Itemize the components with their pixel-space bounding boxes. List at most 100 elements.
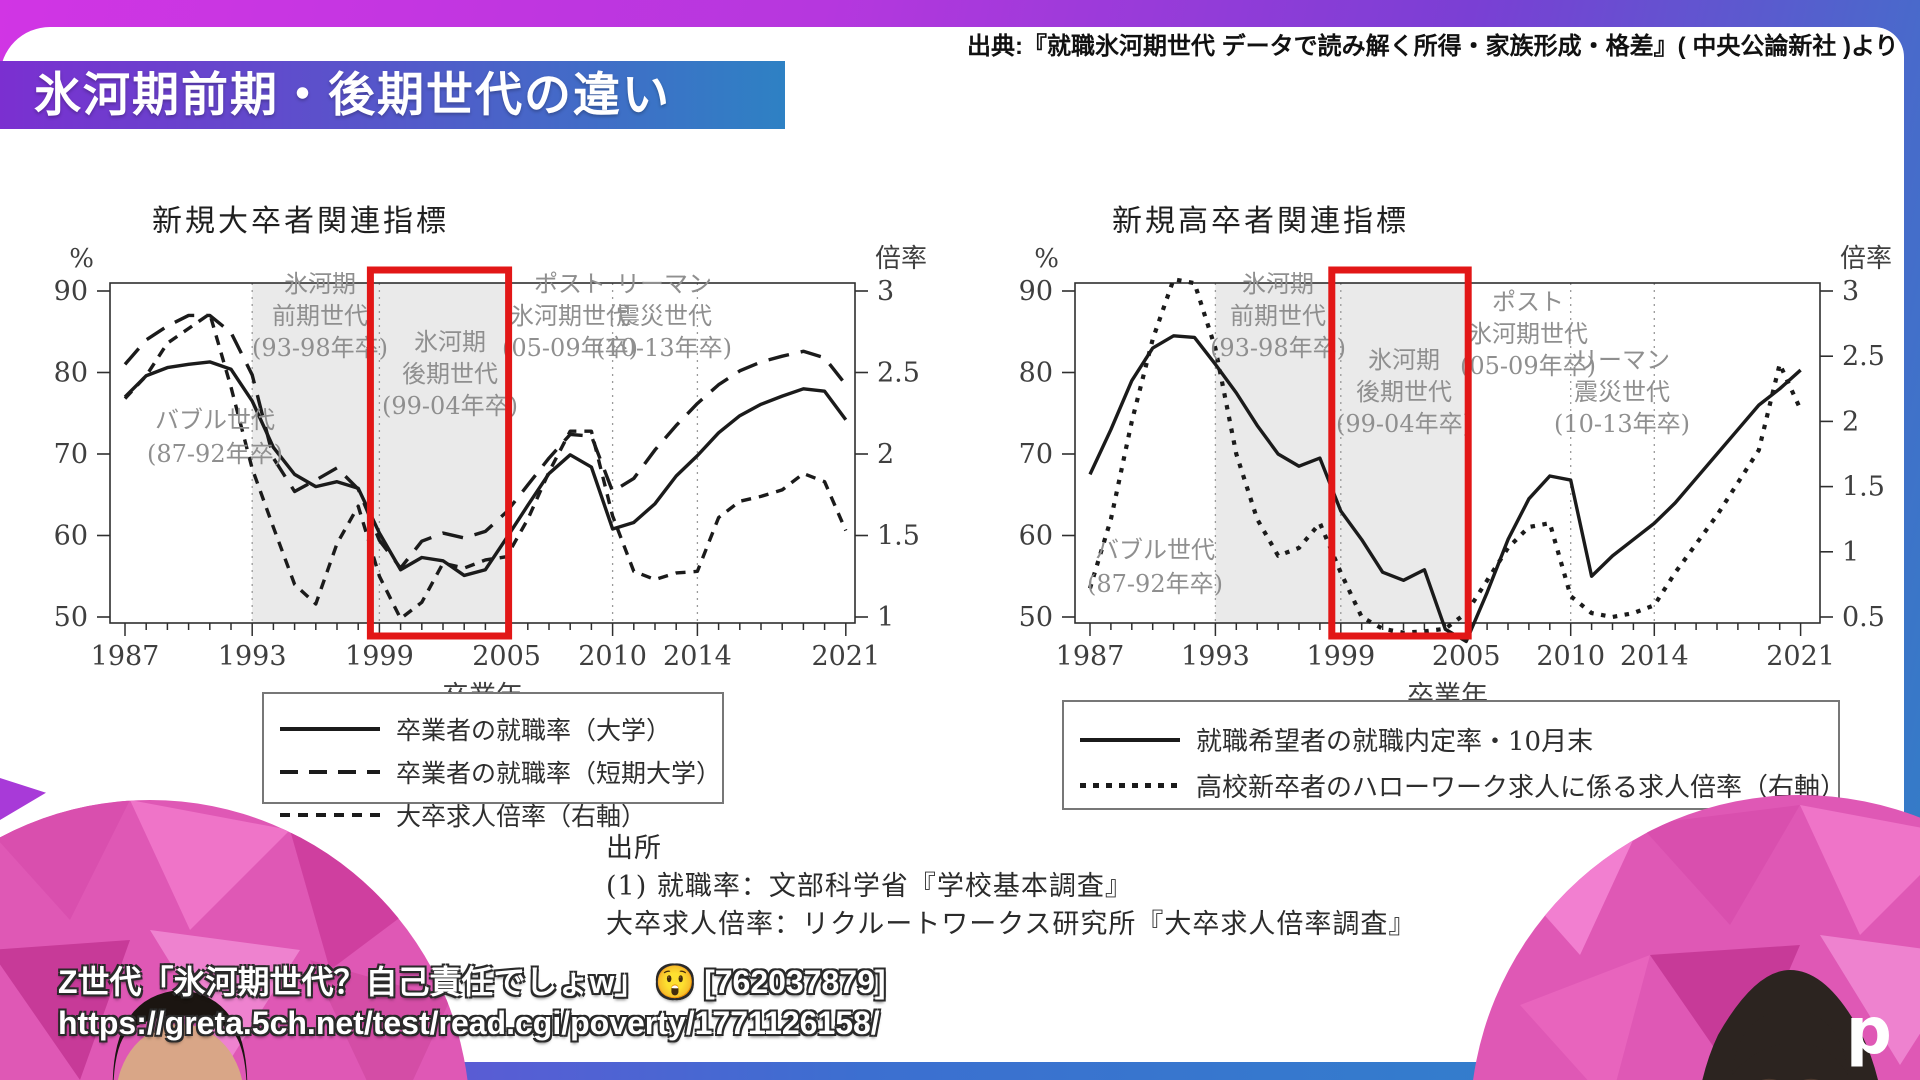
svg-text:90: 90	[54, 276, 88, 307]
svg-text:(05-09年卒): (05-09年卒)	[502, 334, 638, 362]
svg-text:(99-04年卒): (99-04年卒)	[382, 392, 518, 420]
svg-text:1: 1	[877, 602, 894, 633]
chart-university-graduates: 1987199319992005201020142021卒業年908070605…	[54, 244, 927, 712]
svg-text:1993: 1993	[1181, 641, 1250, 672]
svg-text:倍率: 倍率	[1840, 244, 1892, 274]
svg-text:2005: 2005	[472, 641, 541, 672]
bottom-gradient-bar	[0, 1062, 1920, 1080]
svg-text:80: 80	[54, 358, 88, 389]
svg-text:ポスト: ポスト	[534, 270, 606, 298]
svg-text:前期世代: 前期世代	[1230, 302, 1326, 330]
svg-text:2010: 2010	[578, 641, 647, 672]
svg-text:3: 3	[1842, 276, 1859, 307]
svg-text:1987: 1987	[91, 641, 160, 672]
thread-caption: Z世代「氷河期世代？自己責任でしょw」 😲 [762037879] https:…	[58, 962, 886, 1044]
svg-text:1999: 1999	[1306, 641, 1375, 672]
svg-text:ポスト: ポスト	[1492, 288, 1564, 316]
svg-text:1999: 1999	[345, 641, 414, 672]
svg-text:2014: 2014	[663, 641, 732, 672]
legend-item: 卒業者の就職率（短期大学）	[280, 754, 721, 790]
data-source-notes: 出所 (1) 就職率：文部科学省『学校基本調査』 大卒求人倍率：リクルートワーク…	[606, 830, 1416, 944]
svg-text:%: %	[1034, 244, 1059, 274]
svg-text:バブル世代: バブル世代	[155, 406, 275, 434]
svg-text:1.5: 1.5	[1842, 472, 1885, 503]
svg-text:70: 70	[1019, 439, 1053, 470]
legend-item: 大卒求人倍率（右軸）	[280, 797, 706, 833]
svg-text:2014: 2014	[1620, 641, 1689, 672]
svg-text:50: 50	[54, 602, 88, 633]
svg-text:(10-13年卒): (10-13年卒)	[596, 334, 732, 362]
legend-item: 卒業者の就職率（大学）	[280, 711, 706, 747]
notes-line: (1) 就職率：文部科学省『学校基本調査』	[606, 871, 1133, 902]
legend-label: 大卒求人倍率（右軸）	[396, 802, 647, 831]
chart-highschool-graduates: 1987 1993 1999 2005 2010 2014 2021卒業年908070605…	[1019, 244, 1892, 712]
svg-text:70: 70	[54, 439, 88, 470]
svg-text:後期世代: 後期世代	[402, 360, 498, 388]
legend-line-swatch-solid	[1080, 737, 1180, 742]
svg-text:(93-98年卒): (93-98年卒)	[1210, 334, 1346, 362]
thread-url: https://greta.5ch.net/test/read.cgi/pove…	[58, 1005, 880, 1041]
thread-title: Z世代「氷河期世代？自己責任でしょw」 😲 [762037879]	[58, 964, 886, 1000]
svg-text:氷河期: 氷河期	[1242, 270, 1314, 298]
legend-highschool-chart: 就職希望者の就職内定率・10月末高校新卒者のハローワーク求人に係る求人倍率（右軸…	[1062, 700, 1846, 810]
person-man	[112, 990, 248, 1080]
legend-line-swatch-solid	[280, 727, 380, 731]
svg-text:リーマン: リーマン	[616, 270, 712, 298]
svg-text:60: 60	[1019, 521, 1053, 552]
svg-text:2.5: 2.5	[1842, 341, 1885, 372]
svg-text:2005: 2005	[1432, 641, 1501, 672]
chart-title-university: 新規大卒者関連指標	[152, 204, 449, 239]
svg-text:3: 3	[877, 276, 894, 307]
legend-line-swatch-long	[280, 770, 380, 774]
svg-text:2: 2	[877, 439, 894, 470]
svg-text:50: 50	[1019, 602, 1053, 633]
svg-text:(10-13年卒): (10-13年卒)	[1554, 410, 1690, 438]
person-woman	[1702, 970, 1878, 1080]
legend-item: 就職希望者の就職内定率・10月末	[1080, 721, 1822, 758]
svg-text:1: 1	[1842, 537, 1859, 568]
svg-text:後期世代: 後期世代	[1356, 378, 1452, 406]
svg-text:バブル世代: バブル世代	[1095, 536, 1215, 564]
legend-label: 卒業者の就職率（短期大学）	[396, 759, 722, 788]
notes-line: 大卒求人倍率：リクルートワークス研究所『大卒求人倍率調査』	[606, 909, 1417, 940]
svg-text:氷河期世代: 氷河期世代	[1468, 320, 1588, 348]
svg-text:2010: 2010	[1536, 641, 1605, 672]
svg-text:80: 80	[1019, 358, 1053, 389]
svg-text:氷河期世代: 氷河期世代	[510, 302, 630, 330]
page-title: 氷河期前期・後期世代の違い	[0, 61, 785, 129]
svg-text:60: 60	[54, 521, 88, 552]
svg-text:(93-98年卒): (93-98年卒)	[252, 334, 388, 362]
svg-text:2021: 2021	[1766, 641, 1835, 672]
source-citation: 出典:『就職氷河期世代 データで読み解く所得・家族形成・格差』( 中央公論新社 …	[967, 33, 1899, 60]
channel-logo: p	[1846, 995, 1892, 1069]
svg-text:0.5: 0.5	[1842, 602, 1885, 633]
svg-text:倍率: 倍率	[875, 244, 927, 274]
chart-title-highschool: 新規高卒者関連指標	[1112, 204, 1409, 239]
svg-text:氷河期: 氷河期	[414, 328, 486, 356]
webcam-right-scene	[1470, 795, 1920, 1080]
legend-line-swatch-dot	[1080, 783, 1180, 788]
svg-text:2.5: 2.5	[877, 358, 920, 389]
svg-text:1993: 1993	[218, 641, 287, 672]
svg-text:(99-04年卒): (99-04年卒)	[1336, 410, 1472, 438]
svg-text:前期世代: 前期世代	[272, 302, 368, 330]
svg-text:1987: 1987	[1056, 641, 1125, 672]
legend-label: 卒業者の就職率（大学）	[396, 716, 672, 745]
legend-item: 高校新卒者のハローワーク求人に係る求人倍率（右軸）	[1080, 767, 1846, 804]
legend-label: 就職希望者の就職内定率・10月末	[1196, 727, 1594, 757]
svg-text:(05-09年卒): (05-09年卒)	[1460, 352, 1596, 380]
legend-university-chart: 卒業者の就職率（大学） 卒業者の就職率（短期大学） 大卒求人倍率（右軸）	[262, 692, 724, 831]
svg-text:1.5: 1.5	[877, 521, 920, 552]
legend-label: 高校新卒者のハローワーク求人に係る求人倍率（右軸）	[1196, 773, 1847, 803]
webcam-guest-right	[1470, 795, 1920, 1080]
svg-text:氷河期: 氷河期	[284, 270, 356, 298]
svg-text:2021: 2021	[811, 641, 880, 672]
svg-text:リーマン: リーマン	[1574, 346, 1670, 374]
svg-text:90: 90	[1019, 276, 1053, 307]
svg-text:%: %	[69, 244, 94, 274]
svg-text:(87-92年卒): (87-92年卒)	[147, 440, 283, 468]
legend-line-swatch-short	[280, 813, 380, 817]
svg-text:(87-92年卒): (87-92年卒)	[1087, 570, 1223, 598]
svg-text:氷河期: 氷河期	[1368, 346, 1440, 374]
